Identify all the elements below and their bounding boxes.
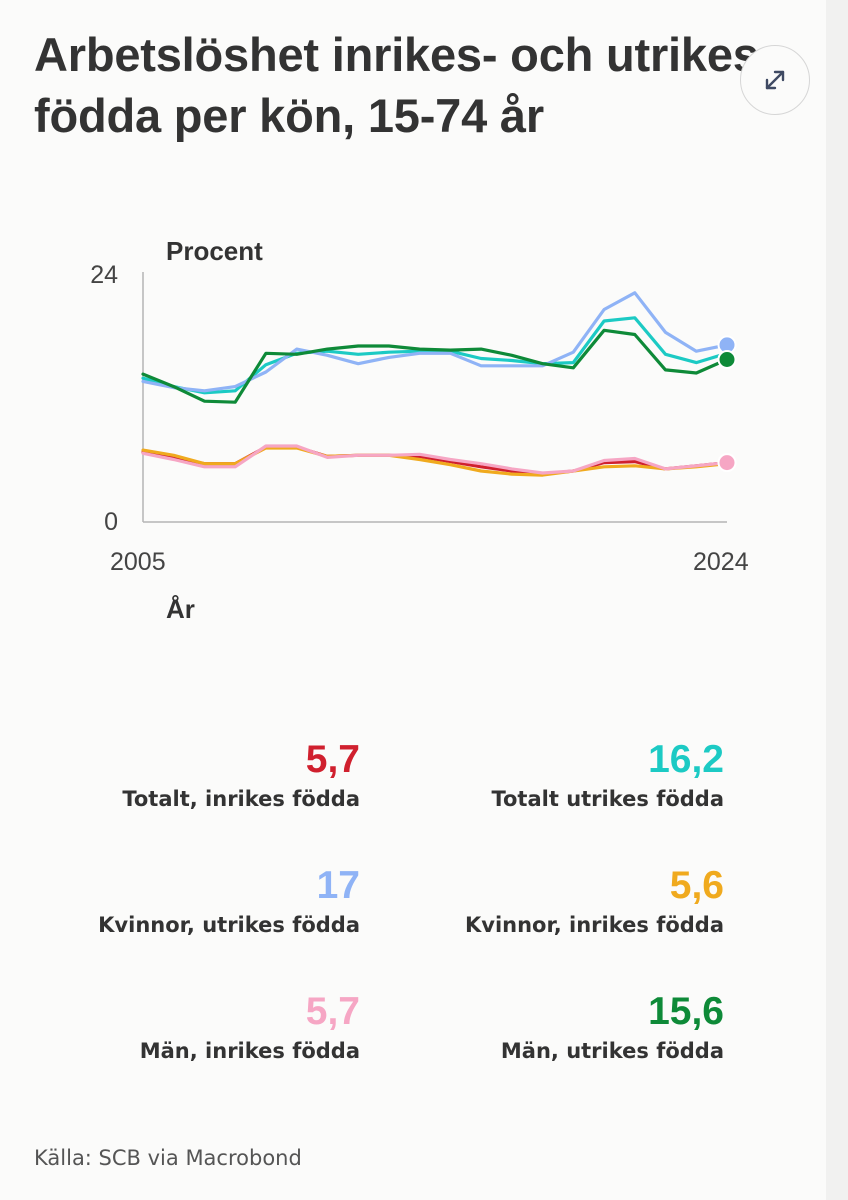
line-chart: Procent 24 0 2005 2024 År <box>90 236 749 620</box>
series-line-kvinnor-inrikes-födda <box>141 446 729 477</box>
stat-man-utrikes: 15,6 Män, utrikes födda <box>400 990 724 1066</box>
stat-label: Kvinnor, utrikes födda <box>98 913 360 937</box>
source-note: Källa: SCB via Macrobond <box>34 1146 302 1170</box>
stat-label: Totalt utrikes födda <box>491 787 724 811</box>
page-side-strip <box>826 0 848 1200</box>
series-end-dot-män-inrikes-födda <box>717 453 737 473</box>
stat-label: Kvinnor, inrikes födda <box>464 913 724 937</box>
stat-kvinnor-utrikes: 17 Kvinnor, utrikes födda <box>40 864 360 940</box>
y-tick-label-bottom: 0 <box>104 508 118 536</box>
stat-value: 5,7 <box>305 990 360 1033</box>
x-tick-label-start: 2005 <box>110 548 166 576</box>
y-axis-label: Procent <box>166 236 263 266</box>
series-line-totalt-utrikes-födda <box>141 316 729 395</box>
stat-label: Totalt, inrikes födda <box>122 787 360 811</box>
expand-button[interactable] <box>740 45 810 115</box>
stat-value: 17 <box>316 864 360 907</box>
stat-value: 16,2 <box>648 738 724 781</box>
stat-totalt-utrikes: 16,2 Totalt utrikes födda <box>400 738 724 814</box>
series-line-kvinnor-utrikes-födda <box>141 291 729 393</box>
x-tick-label-end: 2024 <box>693 548 749 576</box>
stat-man-inrikes: 5,7 Män, inrikes födda <box>40 990 360 1066</box>
y-tick-label-top: 24 <box>90 261 118 289</box>
stat-value: 5,6 <box>669 864 724 907</box>
series-end-dot-män-utrikes-födda <box>717 350 737 369</box>
chart-title: Arbetslöshet inrikes- och utrikes födda … <box>34 28 759 142</box>
expand-arrows-icon <box>765 70 785 90</box>
series-line-män-utrikes-födda <box>141 328 729 404</box>
stat-totalt-inrikes: 5,7 Totalt, inrikes födda <box>40 738 360 814</box>
x-axis-label: År <box>166 594 195 620</box>
stat-kvinnor-inrikes: 5,6 Kvinnor, inrikes födda <box>400 864 724 940</box>
stat-label: Män, utrikes födda <box>500 1039 724 1063</box>
stat-value: 5,7 <box>305 738 360 781</box>
stat-label: Män, inrikes födda <box>139 1039 360 1063</box>
series-line-män-inrikes-födda <box>141 444 729 475</box>
stat-value: 15,6 <box>648 990 724 1033</box>
